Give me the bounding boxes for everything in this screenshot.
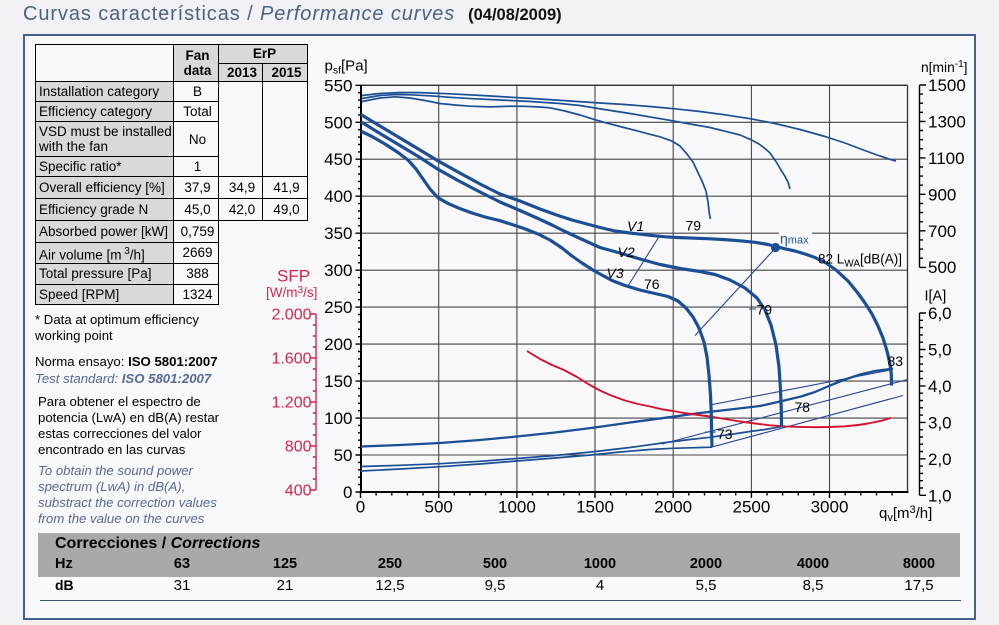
svg-text:500: 500	[425, 498, 453, 517]
svg-text:200: 200	[324, 335, 352, 354]
svg-text:700: 700	[928, 222, 956, 241]
svg-text:400: 400	[324, 187, 352, 206]
svg-text:1000: 1000	[498, 498, 536, 517]
svg-text:5,0: 5,0	[928, 341, 952, 360]
svg-text:2,0: 2,0	[928, 450, 952, 469]
svg-text:450: 450	[324, 150, 352, 169]
svg-text:1500: 1500	[576, 498, 614, 517]
svg-text:79: 79	[686, 218, 702, 234]
svg-text:1,0: 1,0	[928, 486, 952, 505]
svg-text:V1: V1	[627, 218, 644, 234]
svg-text:1500: 1500	[928, 76, 966, 95]
svg-text:6,0: 6,0	[928, 304, 952, 323]
svg-text:3000: 3000	[811, 498, 849, 517]
svg-text:4,0: 4,0	[928, 377, 952, 396]
svg-text:79: 79	[757, 302, 773, 318]
svg-text:1100: 1100	[928, 149, 965, 168]
svg-text:500: 500	[928, 258, 956, 277]
svg-text:2000: 2000	[654, 498, 692, 517]
svg-text:550: 550	[324, 76, 352, 95]
svg-text:0: 0	[343, 483, 352, 502]
svg-text:50: 50	[334, 446, 353, 465]
svg-text:2500: 2500	[732, 498, 770, 517]
svg-text:150: 150	[324, 372, 352, 391]
svg-text:1.600: 1.600	[271, 351, 311, 368]
svg-text:0: 0	[356, 498, 365, 517]
svg-text:2.000: 2.000	[271, 307, 311, 324]
svg-text:n[min-1]: n[min-1]	[921, 59, 968, 75]
svg-text:76: 76	[644, 276, 660, 292]
svg-text:qv[m3/h]: qv[m3/h]	[879, 504, 932, 524]
svg-text:82 LWA[dB(A)]: 82 LWA[dB(A)]	[818, 252, 902, 270]
svg-text:I[A]: I[A]	[925, 289, 947, 305]
svg-text:83: 83	[888, 353, 904, 369]
svg-text:psf[Pa]: psf[Pa]	[325, 58, 368, 77]
svg-text:800: 800	[285, 439, 312, 456]
svg-text:73: 73	[717, 426, 733, 442]
svg-text:SFP: SFP	[277, 267, 310, 286]
svg-text:ηmax: ηmax	[780, 231, 809, 247]
svg-text:78: 78	[795, 399, 811, 415]
svg-text:3,0: 3,0	[928, 413, 952, 432]
svg-text:400: 400	[285, 483, 312, 500]
svg-text:V3: V3	[607, 265, 624, 281]
svg-text:V2: V2	[618, 244, 635, 260]
svg-text:1.200: 1.200	[271, 395, 311, 412]
svg-text:100: 100	[324, 409, 352, 428]
svg-text:300: 300	[324, 261, 352, 280]
svg-text:900: 900	[928, 185, 956, 204]
svg-text:1300: 1300	[928, 112, 966, 131]
svg-text:250: 250	[324, 298, 352, 317]
svg-text:500: 500	[324, 113, 352, 132]
svg-text:350: 350	[324, 224, 352, 243]
svg-text:[W/m3/s]: [W/m3/s]	[266, 285, 317, 300]
